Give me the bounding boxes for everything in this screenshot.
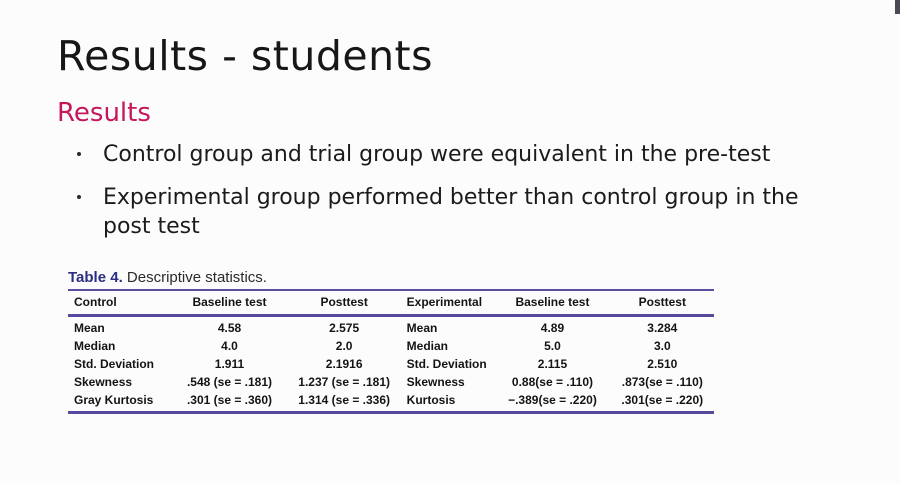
table-cell: 0.88(se = .110): [511, 374, 593, 389]
column-header-baseline-test: Baseline test: [171, 290, 288, 317]
table-cell: .548 (se = .181): [186, 374, 273, 389]
slide-content: Results - students Results Control group…: [57, 32, 847, 414]
descriptive-statistics-table: Control Baseline test Posttest Experimen…: [68, 290, 714, 414]
table-caption-label: Table 4.: [68, 268, 123, 286]
table-cell: Mean: [406, 320, 438, 335]
column-header-baseline-test-2: Baseline test: [494, 290, 611, 317]
descriptive-statistics-figure: Table 4. Descriptive statistics. Control…: [68, 269, 714, 414]
section-heading: Results: [57, 98, 151, 129]
bullet-item: Experimental group performed better than…: [57, 183, 847, 241]
table-cell: 2.1916: [325, 356, 363, 371]
table-cell: 4.58: [217, 320, 242, 335]
table-row-median: Median 4.0 2.0 Median 5.0 3.0: [68, 337, 714, 355]
table-cell: Skewness: [406, 374, 465, 389]
table-cell: 2.0: [335, 338, 353, 353]
bullet-list: Control group and trial group were equiv…: [57, 140, 847, 241]
table-cell: 3.0: [653, 338, 671, 353]
table-cell: Gray Kurtosis: [68, 390, 172, 414]
table-cell: 4.89: [540, 320, 565, 335]
table-cell: 5.0: [544, 338, 561, 353]
table-cell: 4.0: [221, 338, 238, 353]
bullet-text: Experimental group performed better than…: [103, 184, 799, 239]
table-row-skewness: Skewness .548 (se = .181) 1.237 (se = .1…: [68, 373, 714, 391]
table-cell: 2.510: [647, 356, 678, 371]
table-cell: 3.284: [647, 320, 678, 335]
column-header-control: Control: [68, 290, 172, 317]
table-cell: Skewness: [74, 374, 133, 389]
table-cell: 1.911: [214, 356, 245, 371]
column-header-posttest: Posttest: [287, 290, 401, 317]
table-cell: Std. Deviation: [406, 356, 487, 371]
table-cell: Std. Deviation: [74, 356, 155, 371]
table-cell: Median: [74, 338, 116, 353]
slide: Results - students Results Control group…: [57, 0, 900, 414]
table-cell: 1.314 (se = .336): [287, 390, 401, 414]
table-cell: .301(se = .220): [610, 390, 714, 414]
table-cell: −.389(se = .220): [494, 390, 611, 414]
column-header-experimental: Experimental: [400, 290, 495, 317]
table-caption: Table 4. Descriptive statistics.: [68, 269, 714, 291]
bullet-text: Control group and trial group were equiv…: [103, 141, 771, 167]
table-cell: .873(se = .110): [621, 374, 703, 389]
table-cell: .301 (se = .360): [171, 390, 288, 414]
table-row-mean: Mean 4.58 2.575 Mean 4.89 3.284: [68, 315, 714, 337]
bullet-dot-icon: [77, 151, 81, 156]
slide-title: Results - students: [57, 32, 433, 80]
table-cell: 2.115: [537, 356, 568, 371]
column-header-posttest-2: Posttest: [610, 290, 714, 317]
table-cell: Median: [406, 338, 449, 353]
table-row-kurtosis: Gray Kurtosis .301 (se = .360) 1.314 (se…: [68, 390, 714, 414]
table-cell: Kurtosis: [400, 390, 495, 414]
bullet-item: Control group and trial group were equiv…: [57, 140, 847, 169]
window-edge-fragment: [895, 0, 900, 14]
bullet-dot-icon: [77, 194, 81, 199]
table-row-std-deviation: Std. Deviation 1.911 2.1916 Std. Deviati…: [68, 355, 714, 373]
table-cell: 2.575: [329, 320, 360, 335]
table-header-row: Control Baseline test Posttest Experimen…: [68, 290, 714, 317]
table-cell: Mean: [74, 320, 105, 335]
table-cell: 1.237 (se = .181): [298, 374, 391, 389]
table-caption-text: Descriptive statistics.: [126, 268, 267, 286]
